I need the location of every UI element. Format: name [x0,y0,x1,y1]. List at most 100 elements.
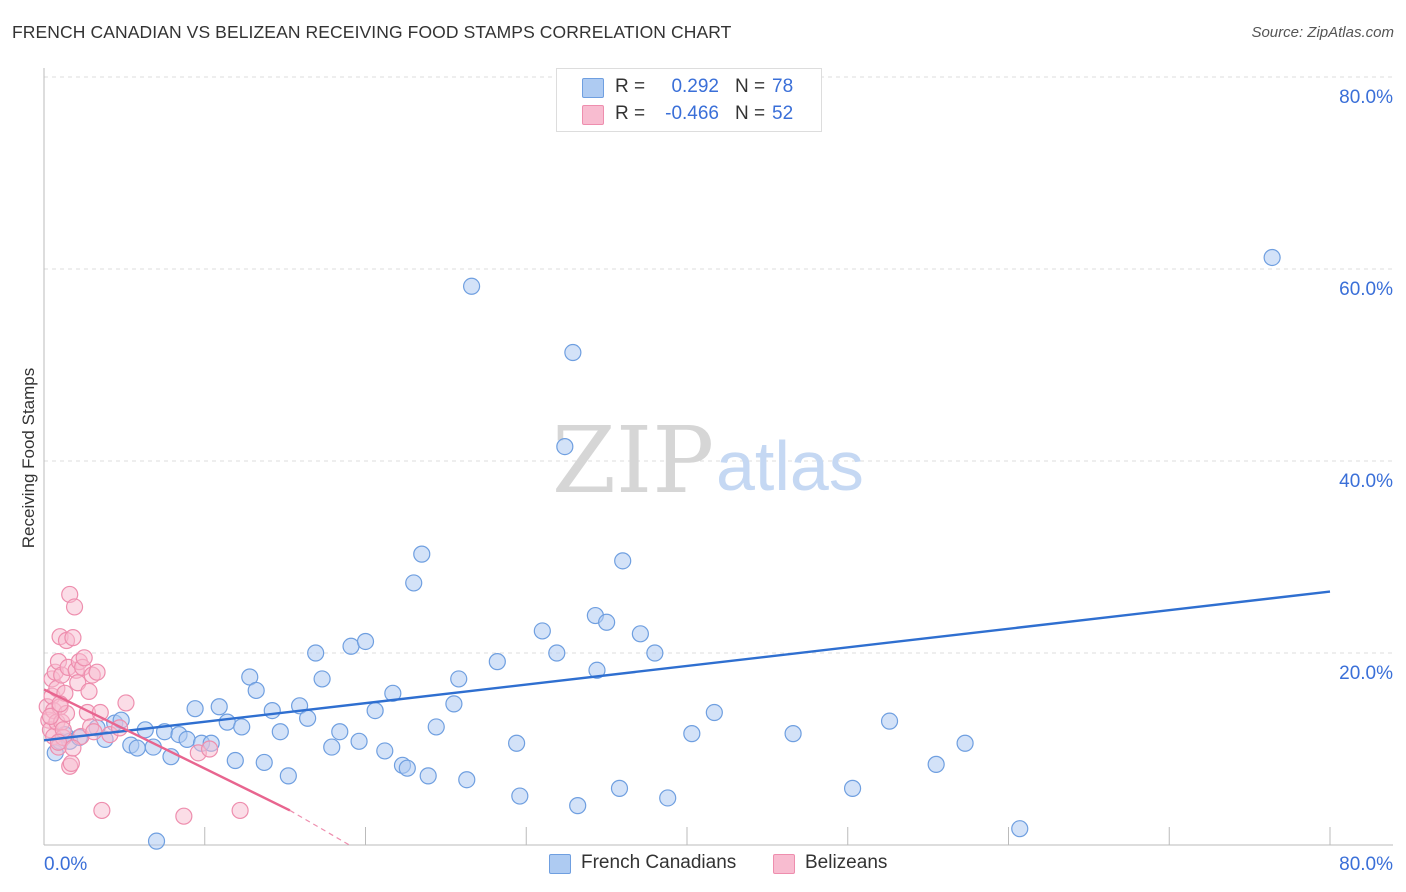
data-point-french-canadians [614,552,632,570]
y-tick-label: 20.0% [1339,663,1393,684]
data-point-french-canadians [646,644,664,662]
data-point-belizeans [93,801,111,820]
r-label: R = [615,103,646,124]
data-point-french-canadians [247,681,265,700]
data-point-french-canadians [342,637,360,655]
y-tick-label: 80.0% [1339,87,1393,108]
y-tick-label: 40.0% [1339,471,1393,492]
data-point-french-canadians [218,713,236,731]
x-tick-label: 0.0% [44,854,87,875]
data-point-french-canadians [376,742,394,760]
data-point-french-canadians [186,700,204,718]
data-point-belizeans [65,598,84,616]
data-point-french-canadians [533,622,551,640]
pink-swatch-icon [773,854,795,874]
data-point-belizeans [64,739,82,757]
data-point-french-canadians [226,751,244,770]
r-value: -0.466 [665,103,719,124]
legend-label: Belizeans [805,852,888,873]
data-point-french-canadians [956,734,974,752]
data-point-french-canadians [263,701,281,720]
legend-row-french-canadians: R = 0.292 N = 78 [557,74,821,100]
trend-lines [43,590,1331,846]
data-point-belizeans [200,740,219,758]
correlation-legend: R = 0.292 N = 78 R = -0.466 N = 52 [556,68,822,132]
data-point-french-canadians [564,343,582,362]
data-point-french-canadians [610,779,629,797]
data-point-french-canadians [299,709,317,727]
blue-swatch-icon [549,854,571,874]
series-legend: French Canadians Belizeans [0,852,1406,878]
data-point-french-canadians [556,438,574,456]
data-point-french-canadians [356,632,375,651]
data-point-french-canadians [450,670,468,688]
data-point-french-canadians [413,545,431,563]
data-point-french-canadians [508,734,526,752]
data-point-belizeans [175,807,193,825]
data-point-french-canadians [659,789,677,807]
data-point-french-canadians [784,725,802,743]
data-point-french-canadians [405,574,423,592]
watermark-zip: ZIP [552,407,714,514]
data-point-french-canadians [398,759,416,777]
data-point-french-canadians [683,725,701,743]
data-point-french-canadians [705,703,723,722]
data-point-belizeans [69,674,87,692]
data-point-belizeans [75,649,93,667]
watermark-atlas: atlas [716,427,864,505]
data-point-french-canadians [233,718,251,736]
data-point-french-canadians [880,712,899,730]
trend-line-belizeans-extension [289,809,350,846]
n-label: N = [735,103,766,124]
chart-title: FRENCH CANADIAN VS BELIZEAN RECEIVING FO… [12,22,732,42]
french-canadians-points [46,248,1281,850]
data-point-french-canadians [384,684,402,702]
data-point-french-canadians [279,767,297,785]
data-point-belizeans [117,694,135,712]
data-point-belizeans [62,754,80,773]
y-tick-label: 60.0% [1339,279,1393,300]
belizeans-points [38,585,249,825]
data-point-french-canadians [458,771,476,789]
data-point-french-canadians [843,779,862,797]
data-point-french-canadians [488,653,506,671]
data-point-belizeans [49,733,68,751]
n-label: N = [735,76,766,97]
data-point-french-canadians [1011,820,1029,838]
blue-swatch-icon [582,78,604,98]
data-point-french-canadians [147,832,166,850]
source-credit: Source: ZipAtlas.com [1251,24,1394,41]
data-point-french-canadians [323,738,341,756]
x-tick-label: 80.0% [1339,854,1393,875]
data-point-belizeans [64,629,82,647]
r-value: 0.292 [671,76,719,97]
data-point-belizeans [41,707,60,725]
trend-line-french-canadians [43,590,1331,742]
data-point-french-canadians [331,723,349,741]
r-label: R = [615,76,646,97]
data-point-french-canadians [178,730,196,749]
data-point-french-canadians [255,753,273,772]
data-point-french-canadians [271,723,289,741]
data-point-french-canadians [366,701,384,720]
legend-label: French Canadians [581,852,737,873]
trend-line-belizeans [43,688,291,812]
data-point-french-canadians [511,787,529,805]
data-point-french-canadians [1263,248,1281,267]
y-axis-label: Receiving Food Stamps [19,368,38,548]
data-point-french-canadians [548,644,566,662]
data-point-french-canadians [427,718,445,736]
data-point-belizeans [88,663,106,681]
data-point-french-canadians [598,613,616,631]
data-point-french-canadians [462,277,481,295]
data-point-french-canadians [569,797,587,815]
legend-row-belizeans: R = -0.466 N = 52 [557,101,821,127]
data-point-belizeans [80,682,98,701]
data-point-belizeans [231,801,249,820]
data-point-french-canadians [128,739,146,757]
n-value: 78 [772,76,794,97]
data-point-french-canadians [210,698,228,716]
data-point-french-canadians [445,695,463,713]
data-point-french-canadians [313,670,331,688]
grid-lines [44,76,1393,654]
